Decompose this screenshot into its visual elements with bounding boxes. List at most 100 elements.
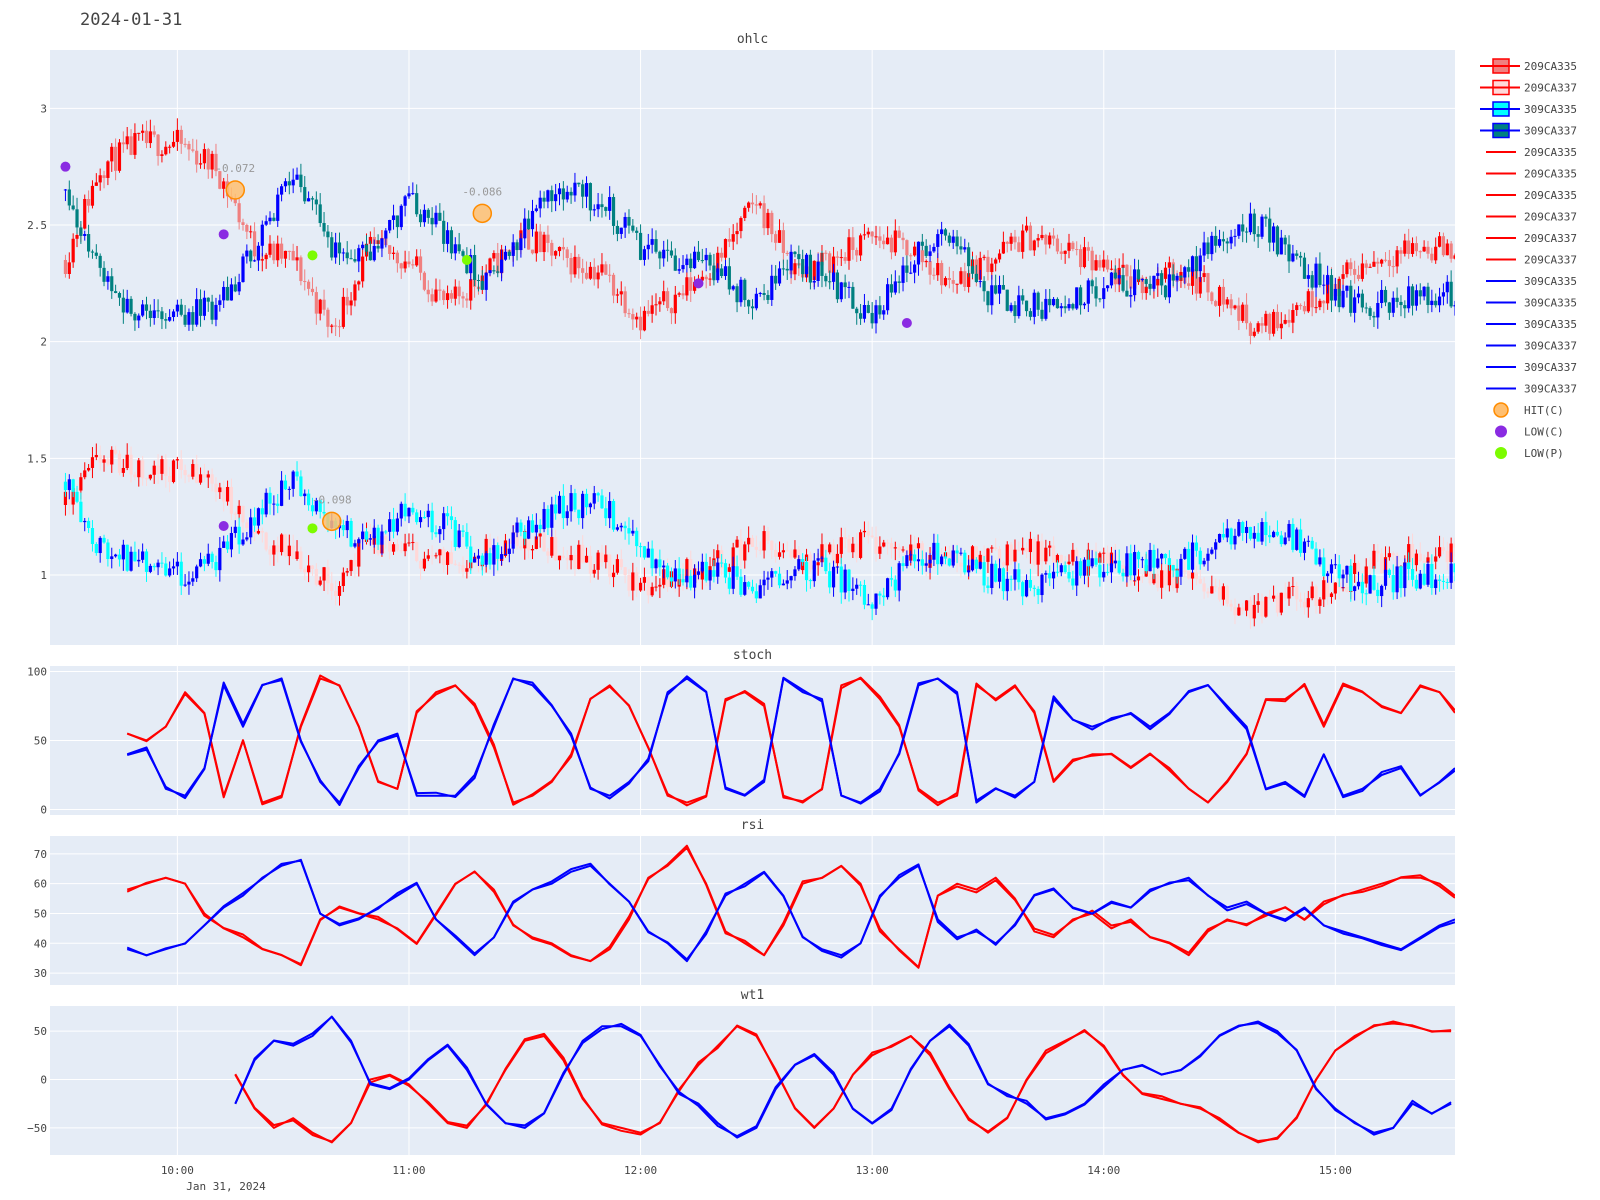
candle-body <box>785 580 789 584</box>
y-tick-label: 3 <box>40 102 47 115</box>
legend-item[interactable]: 209CA337 <box>1480 79 1577 96</box>
candle-body <box>1028 538 1033 553</box>
candle-body <box>936 234 940 247</box>
legend-item[interactable]: LOW(P) <box>1495 447 1564 460</box>
legend-item[interactable]: 209CA337 <box>1486 254 1577 267</box>
candle-body <box>388 519 392 532</box>
candle-body <box>86 520 91 529</box>
legend-item[interactable]: 309CA337 <box>1480 122 1577 139</box>
candle-body <box>291 179 295 186</box>
candle-body <box>357 540 361 567</box>
candle-body <box>727 577 731 589</box>
candle-body <box>905 240 909 256</box>
candle-body <box>1295 305 1299 311</box>
candle-body <box>241 505 245 523</box>
candle-body <box>179 129 183 144</box>
candle-body <box>623 291 627 314</box>
candle-body <box>148 474 152 479</box>
legend-label: 309CA335 <box>1524 318 1577 331</box>
candle-body <box>909 272 913 274</box>
candle-body <box>291 250 295 261</box>
candle-body <box>889 578 894 580</box>
candle-body <box>384 536 388 540</box>
candle-body <box>79 477 83 491</box>
candle-body <box>1059 251 1063 254</box>
candle-body <box>291 545 295 560</box>
candle-body <box>1426 246 1430 254</box>
candle-body <box>361 531 365 540</box>
candle-body <box>326 231 330 238</box>
candle-body <box>457 530 461 547</box>
candle-body <box>1024 225 1029 231</box>
candle-body <box>731 286 735 290</box>
candle-body <box>1024 579 1029 597</box>
candle-body <box>901 237 905 241</box>
candle-body <box>955 550 959 554</box>
candle-body <box>1306 275 1310 279</box>
candle-body <box>345 296 349 306</box>
candle-body <box>1356 293 1361 298</box>
candle-body <box>1430 253 1434 261</box>
candle-body <box>117 292 122 298</box>
candle-body <box>276 194 280 221</box>
candle-body <box>747 582 751 587</box>
candle-body <box>272 217 276 221</box>
legend-item[interactable]: 309CA337 <box>1486 383 1577 396</box>
legend[interactable]: 209CA335 209CA337 309CA335 309CA337 209CA335… <box>1480 58 1577 460</box>
legend-item[interactable]: 309CA335 <box>1486 318 1577 331</box>
candle-body <box>1275 595 1280 613</box>
legend-item[interactable]: 209CA335 <box>1486 189 1577 202</box>
legend-item[interactable]: 309CA337 <box>1486 361 1577 374</box>
candle-body <box>1252 213 1256 235</box>
legend-item[interactable]: 209CA335 <box>1486 146 1577 159</box>
candle-body <box>395 215 399 228</box>
candle-body <box>303 569 307 573</box>
candle-body <box>557 495 562 514</box>
candle-body <box>1360 293 1364 308</box>
candle-body <box>195 464 199 483</box>
candle-body <box>727 567 731 572</box>
legend-item[interactable]: 209CA337 <box>1486 232 1577 245</box>
legend-item[interactable]: LOW(C) <box>1495 425 1564 439</box>
candle-body <box>739 279 743 303</box>
candle-body <box>1434 246 1438 261</box>
candle-body <box>1210 292 1214 302</box>
candle-body <box>237 282 241 292</box>
candle-body <box>1291 310 1295 323</box>
legend-item[interactable]: HIT(C) <box>1493 402 1564 418</box>
candle-body <box>708 570 712 581</box>
candle-body <box>619 291 623 295</box>
candle-body <box>63 491 68 505</box>
legend-item[interactable]: 209CA335 <box>1486 168 1577 181</box>
candle-body <box>1044 547 1048 562</box>
candle-body <box>206 553 210 564</box>
candle-body <box>1163 285 1168 298</box>
candle-body <box>754 204 758 206</box>
legend-item[interactable]: 209CA335 <box>1480 58 1577 74</box>
candle-body <box>141 130 145 133</box>
candle-body <box>461 565 465 572</box>
candle-body <box>1326 275 1330 285</box>
candle-body <box>542 508 546 530</box>
candle-body <box>1248 526 1253 539</box>
candle-body <box>932 246 936 252</box>
legend-item[interactable]: 309CA337 <box>1486 340 1577 353</box>
candle-body <box>1125 264 1129 277</box>
legend-item[interactable]: 309CA335 <box>1486 275 1577 288</box>
legend-item[interactable]: 309CA335 <box>1486 297 1577 310</box>
candle-body <box>530 520 535 533</box>
candle-body <box>106 542 110 560</box>
candle-body <box>476 555 481 559</box>
candle-body <box>1353 269 1357 275</box>
legend-item[interactable]: 309CA335 <box>1480 101 1577 117</box>
legend-item[interactable]: 209CA337 <box>1486 211 1577 224</box>
candle-body <box>812 560 816 582</box>
x-axis: 10:00 11:00 12:00 13:00 14:00 15:00 <box>161 1164 1352 1177</box>
plot-area-ohlc <box>50 50 1455 645</box>
candle-body <box>604 508 608 519</box>
candle-body <box>1241 522 1245 534</box>
candle-body <box>457 244 461 252</box>
candle-body <box>1418 573 1422 589</box>
candle-body <box>758 203 762 206</box>
candle-body <box>156 134 160 156</box>
